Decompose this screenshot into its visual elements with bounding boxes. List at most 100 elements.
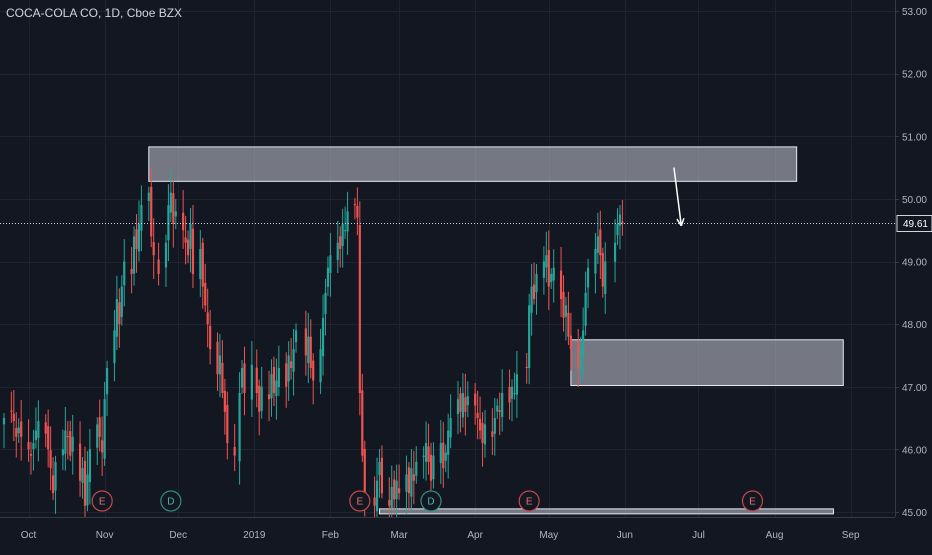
candle-body [388, 500, 391, 506]
candle-body [221, 362, 224, 394]
candle [562, 275, 565, 332]
time-tick-label: 2019 [243, 530, 266, 541]
candle-body [147, 192, 150, 201]
event-label: E [749, 497, 756, 508]
candle [47, 409, 50, 468]
earnings-event-marker: E [91, 490, 113, 512]
candle [532, 262, 536, 305]
candle [260, 366, 263, 419]
earnings-event-marker: E [349, 490, 371, 512]
candle [270, 359, 273, 417]
candle-body [54, 461, 57, 491]
candle [375, 457, 379, 528]
arrow-head [680, 217, 685, 227]
candle [476, 390, 479, 440]
candle-body [115, 299, 118, 337]
candle-body [113, 330, 116, 364]
candle-body [567, 312, 570, 337]
candle-body [118, 302, 121, 325]
candle-body [182, 212, 185, 231]
candle-body [10, 410, 13, 412]
candle-body [346, 211, 349, 232]
candle-body [525, 366, 528, 368]
price-axis-background [895, 0, 932, 550]
candle-body [456, 399, 460, 414]
price-axis[interactable]: 53.00 52.00 51.00 50.00 49.00 48.00 47.00 46.00… [895, 7, 927, 519]
candle-body [29, 454, 33, 456]
candle-body [444, 452, 447, 461]
candle [321, 294, 325, 376]
candle-body [240, 367, 244, 388]
candle [216, 332, 219, 391]
time-tick-label: Mar [390, 530, 408, 541]
candle [17, 418, 20, 443]
candle-body [432, 455, 435, 480]
candle-body [49, 450, 52, 469]
candle-body [508, 386, 511, 403]
candle [510, 379, 514, 422]
candle-body [363, 448, 366, 494]
candle-body [184, 237, 187, 243]
candle [309, 319, 312, 379]
candle [621, 199, 624, 236]
candle [459, 387, 462, 433]
candle-body [275, 380, 278, 396]
candle-body [304, 328, 307, 356]
candle [474, 383, 477, 425]
candle [164, 234, 168, 287]
candle-body [98, 417, 101, 437]
candle [37, 400, 40, 462]
candle [456, 381, 460, 435]
candle-body [601, 253, 604, 287]
candle-body [258, 385, 261, 412]
time-axis[interactable]: Oct Nov Dec 2019 Feb Mar Apr May Jun Jul Aug Sep [21, 530, 860, 541]
candle-body [344, 230, 347, 232]
candle [96, 417, 99, 465]
candle-body [474, 393, 477, 406]
candle-body [66, 436, 69, 438]
candle-body [101, 440, 104, 453]
candle [596, 212, 599, 264]
earnings-event-marker: E [518, 490, 540, 512]
candle [307, 312, 310, 384]
candle-body [226, 404, 229, 444]
candle-body [199, 248, 202, 280]
candle-body [491, 431, 494, 437]
candle [478, 396, 482, 440]
candle [304, 310, 307, 376]
candle [447, 413, 450, 479]
price-tick-label: 47.00 [902, 383, 927, 394]
candle [380, 445, 384, 499]
candle-body [150, 186, 153, 237]
candle-body [577, 341, 580, 368]
candle-body [255, 367, 258, 394]
price-tick-label: 46.00 [902, 445, 927, 456]
price-tick-label: 52.00 [902, 70, 927, 81]
candle-body [120, 286, 123, 317]
candle-body [562, 291, 565, 318]
supply-demand-zone [148, 146, 798, 182]
candle-body [81, 468, 84, 483]
candle [226, 391, 229, 460]
candle-body [579, 349, 582, 371]
candle-body [167, 205, 170, 241]
candle [201, 237, 204, 309]
candle-body [559, 270, 563, 300]
candle-body [373, 497, 376, 506]
candle [439, 419, 442, 485]
candle [415, 446, 418, 484]
candle [135, 214, 138, 273]
candle-body [410, 468, 413, 497]
candle [324, 278, 327, 336]
candle [312, 353, 315, 405]
candle [515, 350, 518, 418]
candle [233, 423, 236, 472]
candle [29, 441, 33, 475]
candle [132, 226, 136, 286]
candle-body [329, 255, 332, 273]
candle [461, 373, 465, 428]
candle [71, 414, 74, 475]
